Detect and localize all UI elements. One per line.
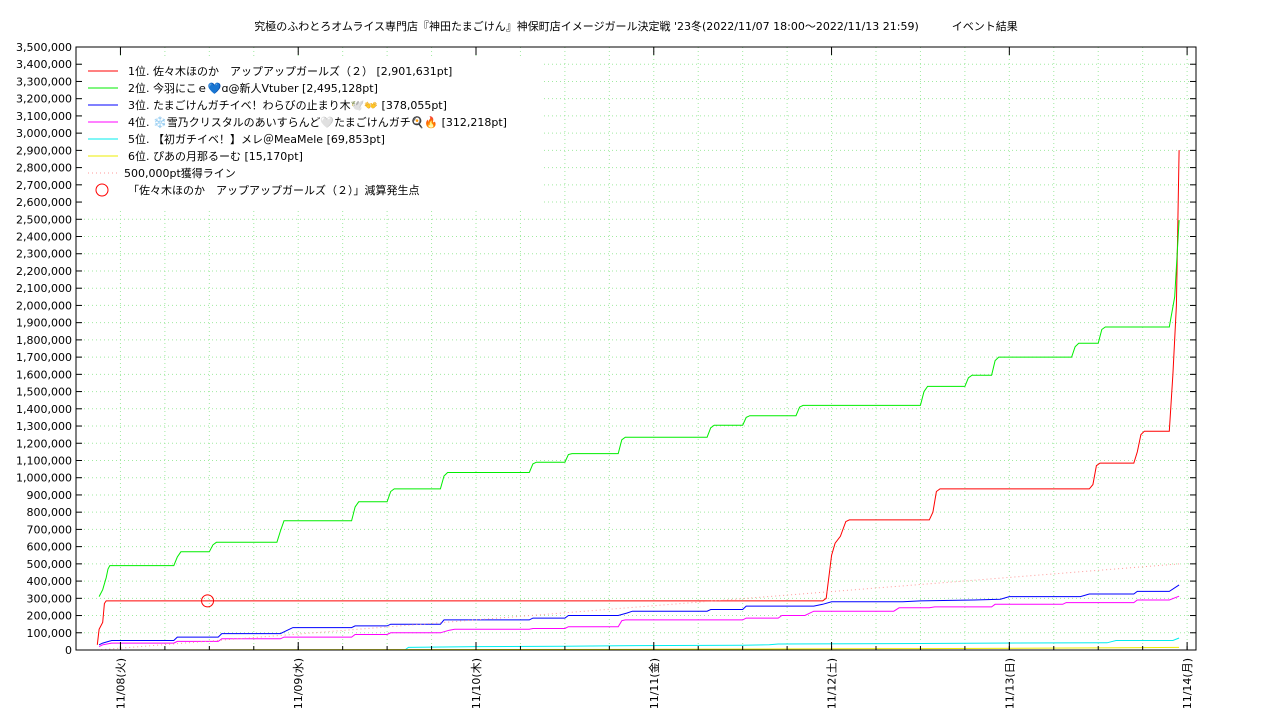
y-tick-label: 1,400,000 xyxy=(16,403,72,416)
y-tick-label: 2,100,000 xyxy=(16,282,72,295)
x-tick-label: 11/13(日) xyxy=(1003,658,1016,709)
chart-title: 究極のふわとろオムライス専門店『神田たまごけん』神保町店イメージガール決定戦 '… xyxy=(254,19,1018,33)
y-tick-label: 1,700,000 xyxy=(16,351,72,364)
legend-label: 1位. 佐々木ほのか アップアップガールズ（２） [2,901,631pt] xyxy=(128,64,452,78)
legend-label: 2位. 今羽にこｅ💙ɑ@新人Vtuber [2,495,128pt] xyxy=(128,81,378,95)
y-tick-label: 3,000,000 xyxy=(16,127,72,140)
y-tick-label: 400,000 xyxy=(27,575,73,588)
y-tick-label: 900,000 xyxy=(27,489,73,502)
legend-marker-swatch xyxy=(95,183,109,197)
series-line-2 xyxy=(98,220,1180,597)
series-line-3 xyxy=(98,584,1180,646)
legend-label: 「佐々木ほのか アップアップガールズ（２）」減算発生点 xyxy=(128,183,420,197)
y-tick-label: 2,400,000 xyxy=(16,231,72,244)
y-tick-label: 2,600,000 xyxy=(16,196,72,209)
x-tick-label: 11/14(月) xyxy=(1181,658,1194,709)
legend-label: 4位. ❄️雪乃クリスタルのあいすらんど🤍たまごけんガチ🍳🔥 [312,218p… xyxy=(128,115,507,129)
y-tick-label: 3,300,000 xyxy=(16,75,72,88)
y-tick-label: 300,000 xyxy=(27,592,73,605)
y-tick-label: 3,200,000 xyxy=(16,93,72,106)
y-tick-label: 1,200,000 xyxy=(16,437,72,450)
legend-label: 3位. たまごけんガチイベ！わらびの止まり木🕊️👐 [378,055pt] xyxy=(128,98,447,112)
series-line-1 xyxy=(96,150,1180,645)
legend-background xyxy=(82,56,544,208)
y-tick-label: 2,300,000 xyxy=(16,248,72,261)
y-tick-label: 1,000,000 xyxy=(16,472,72,485)
legend-label: 6位. ぴあの月那るーむ [15,170pt] xyxy=(128,149,303,163)
y-tick-label: 600,000 xyxy=(27,541,73,554)
legend-label: 5位. 【初ガチイベ！】メレ＠MeaMele [69,853pt] xyxy=(128,132,385,146)
x-tick-label: 11/11(金) xyxy=(647,658,661,709)
x-tick-label: 11/10(木) xyxy=(470,658,483,709)
y-tick-label: 0 xyxy=(65,644,72,657)
y-tick-label: 1,600,000 xyxy=(16,368,72,381)
legend: 1位. 佐々木ほのか アップアップガールズ（２） [2,901,631pt] 2位… xyxy=(82,56,544,208)
y-tick-label: 2,200,000 xyxy=(16,265,72,278)
y-axis: 0 100,000 200,000 300,000 400,000 500,000 600,… xyxy=(16,41,1196,657)
y-tick-label: 2,700,000 xyxy=(16,179,72,192)
x-tick-label: 11/08(火) xyxy=(114,658,127,709)
series-layer xyxy=(96,150,1180,651)
y-tick-label: 1,100,000 xyxy=(16,454,72,467)
y-tick-label: 2,500,000 xyxy=(16,213,72,226)
y-tick-label: 200,000 xyxy=(27,610,73,623)
y-tick-label: 3,100,000 xyxy=(16,110,72,123)
reduction-marker xyxy=(201,594,215,608)
y-tick-label: 1,300,000 xyxy=(16,420,72,433)
y-tick-label: 700,000 xyxy=(27,523,73,536)
series-line-7 xyxy=(97,563,1180,651)
plot-frame xyxy=(75,46,1197,651)
y-tick-label: 1,500,000 xyxy=(16,386,72,399)
series-line-5 xyxy=(102,637,1180,651)
y-tick-label: 100,000 xyxy=(27,627,73,640)
y-tick-label: 1,800,000 xyxy=(16,334,72,347)
y-tick-label: 800,000 xyxy=(27,506,73,519)
y-tick-label: 2,900,000 xyxy=(16,144,72,157)
marker-layer xyxy=(201,594,215,608)
y-tick-label: 1,900,000 xyxy=(16,317,72,330)
y-tick-label: 2,000,000 xyxy=(16,299,72,312)
series-line-4 xyxy=(98,595,1180,648)
y-tick-label: 500,000 xyxy=(27,558,73,571)
x-tick-label: 11/09(水) xyxy=(292,658,305,709)
y-tick-label: 3,500,000 xyxy=(16,41,72,54)
legend-label: 500,000pt獲得ライン xyxy=(124,167,236,180)
y-tick-label: 3,400,000 xyxy=(16,58,72,71)
x-axis: 11/08(火) 11/09(水) 11/10(木) 11/11(金) 11/12(土)… xyxy=(114,47,1194,709)
x-tick-label: 11/12(土) xyxy=(826,658,839,709)
y-tick-label: 2,800,000 xyxy=(16,162,72,175)
